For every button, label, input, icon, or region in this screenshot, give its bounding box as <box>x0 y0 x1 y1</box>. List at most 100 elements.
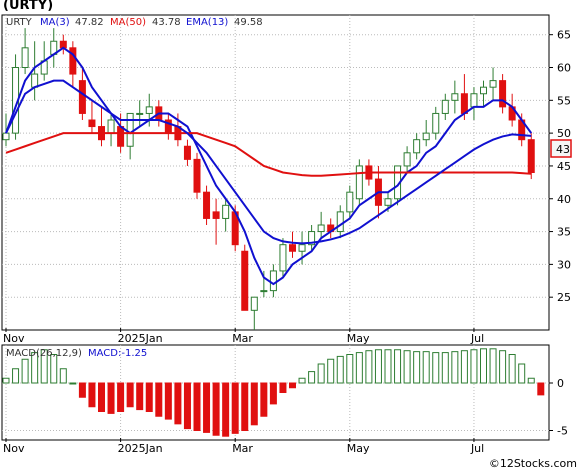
chart-title: (URTY) <box>3 0 54 13</box>
macd-bar <box>403 350 411 384</box>
legend-ema13-label: EMA(13) <box>186 17 228 28</box>
macd-bar <box>365 350 373 384</box>
macd-bar <box>12 368 20 384</box>
macd-bar <box>499 350 507 384</box>
macd-bar <box>269 382 277 405</box>
candle-body <box>69 47 77 75</box>
macd-bar <box>260 382 268 417</box>
macd-bar <box>279 382 287 393</box>
macd-legend-label: MACD(26,12,9) <box>6 348 82 359</box>
candle-body <box>117 126 125 147</box>
legend-symbol: URTY <box>6 17 33 28</box>
date-tick-label: May <box>347 332 370 345</box>
macd-bar <box>489 348 497 384</box>
macd-bar-current <box>537 382 545 396</box>
macd-bar <box>394 349 402 384</box>
candle-body <box>126 112 134 147</box>
macd-tick-label: -5 <box>557 425 568 438</box>
candle-body <box>183 145 191 160</box>
price-tick-label: 45 <box>557 160 571 173</box>
candle-body <box>136 112 144 115</box>
macd-bar <box>183 382 191 430</box>
macd-bar <box>460 350 468 384</box>
macd-bar <box>222 382 230 437</box>
macd-legend-value: MACD:-1.25 <box>88 348 147 359</box>
candle-body <box>107 119 115 134</box>
candle-body <box>308 231 316 246</box>
date-tick-label: Mar <box>232 442 253 455</box>
macd-bar <box>2 377 10 384</box>
macd-bar <box>346 354 354 384</box>
macd-bar <box>374 349 382 384</box>
price-tick-label: 60 <box>557 62 571 75</box>
price-tick-label: 50 <box>557 127 571 140</box>
macd-bar <box>241 382 249 431</box>
date-tick-label: Nov <box>3 442 25 455</box>
ema13-line <box>5 79 532 245</box>
macd-bar <box>508 354 516 384</box>
macd-bar <box>308 371 316 384</box>
macd-bar <box>470 349 478 384</box>
candle-body <box>413 139 421 154</box>
legend-ema13-value: 49.58 <box>234 17 263 28</box>
macd-bar <box>136 382 144 411</box>
macd-bar <box>31 352 39 384</box>
macd-bar <box>117 382 125 412</box>
watermark: ©12Stocks.com <box>488 457 577 470</box>
macd-bar <box>327 358 335 384</box>
date-tick-label: 2025Jan <box>118 332 163 345</box>
macd-bar <box>451 351 459 384</box>
macd-bar <box>145 382 153 412</box>
macd-bar <box>155 382 163 417</box>
macd-bar <box>164 382 172 420</box>
date-tick-label: Nov <box>3 332 25 345</box>
macd-bar <box>317 363 325 384</box>
macd-bar <box>413 351 421 384</box>
candle-body <box>78 80 86 114</box>
candle-body <box>212 211 220 219</box>
candle-body <box>241 250 249 311</box>
candle-body <box>203 191 211 219</box>
macd-bar <box>88 382 96 408</box>
macd-bar <box>289 382 296 389</box>
candle-body <box>222 204 230 219</box>
macd-bar <box>21 358 29 384</box>
date-tick-label: Jul <box>470 332 484 345</box>
legend-ma50-label: MA(50) <box>110 17 146 28</box>
macd-bar <box>126 382 134 408</box>
candle-body <box>317 224 325 233</box>
macd-bar <box>50 354 58 384</box>
candle-body <box>269 270 277 292</box>
macd-bar <box>193 382 201 431</box>
candle-body <box>145 106 153 114</box>
candle-body <box>250 296 258 311</box>
legend-ma3-label: MA(3) <box>40 17 70 28</box>
price-tick-label: 25 <box>557 291 571 304</box>
macd-bar <box>422 351 430 384</box>
candle-body <box>403 152 411 167</box>
macd-bar <box>336 355 344 384</box>
ma50-line <box>5 132 532 177</box>
candle-body <box>298 244 306 252</box>
candle-body <box>527 139 535 173</box>
macd-bar <box>98 382 105 412</box>
candle-body <box>441 99 449 114</box>
macd-bar <box>107 382 115 414</box>
candle-body <box>279 244 287 272</box>
candle-body <box>336 211 344 233</box>
last-price-label: 43 <box>556 143 570 156</box>
candle-body <box>193 158 201 193</box>
macd-bar <box>432 352 440 384</box>
macd-bar <box>69 382 77 385</box>
candle-body <box>451 93 459 101</box>
candle-body <box>355 165 363 200</box>
macd-bar <box>231 382 239 434</box>
macd-bar <box>212 382 220 436</box>
candle-body <box>499 80 507 108</box>
last-price-box <box>550 139 572 158</box>
macd-bar <box>527 377 535 384</box>
price-tick-label: 65 <box>557 29 571 42</box>
candle-body <box>346 191 354 213</box>
legend-ma3-value: 47.82 <box>75 17 104 28</box>
